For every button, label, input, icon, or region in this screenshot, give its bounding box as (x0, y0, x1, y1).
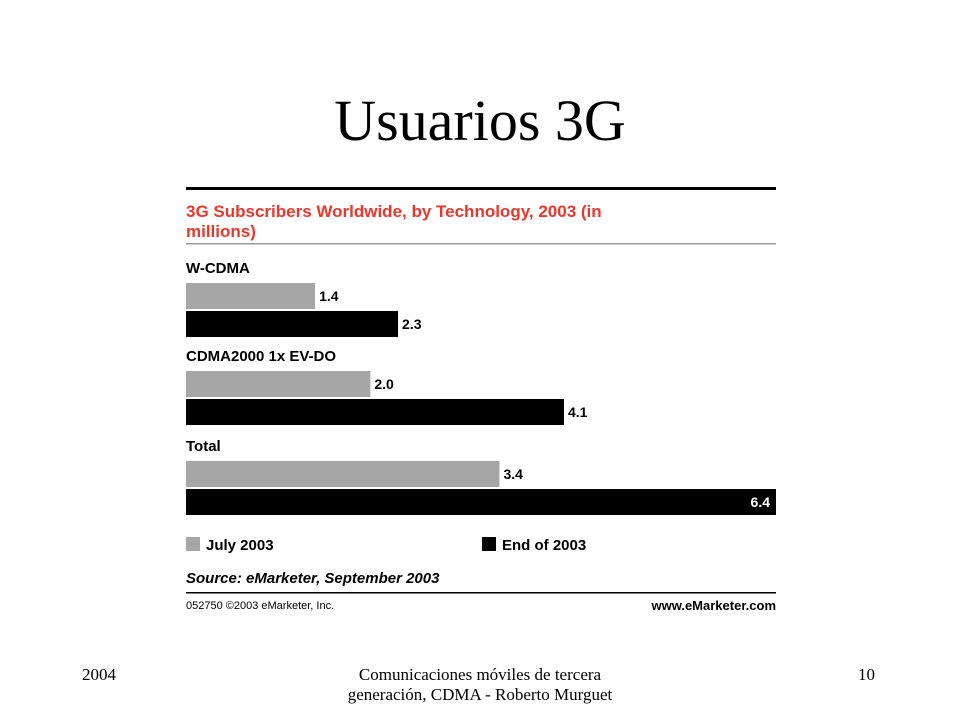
bar-july-2003 (186, 461, 500, 487)
chart-bottom-rule (186, 592, 776, 594)
data-label: 3.4 (503, 466, 523, 482)
chart-source: Source: eMarketer, September 2003 (186, 570, 440, 587)
data-label: 1.4 (319, 288, 339, 304)
legend-swatch-july-2003 (186, 537, 200, 551)
bar-end-of-2003 (186, 311, 399, 337)
chart-top-rule (186, 187, 776, 190)
chart-website: www.eMarketer.com (650, 598, 776, 613)
chart-figure: 3G Subscribers Worldwide, by Technology,… (180, 183, 780, 615)
chart-title-line: 3G Subscribers Worldwide, by Technology,… (186, 202, 602, 221)
chart-title-rule (186, 243, 776, 245)
data-label: 6.4 (751, 494, 771, 510)
slide-title: Usuarios 3G (334, 88, 626, 153)
chart-title-line: millions) (186, 222, 256, 241)
category-label: W-CDMA (186, 260, 250, 277)
footer-page-number: 10 (858, 665, 875, 684)
legend-label-end-of-2003: End of 2003 (502, 537, 586, 554)
data-label: 2.3 (402, 316, 422, 332)
footer-year: 2004 (82, 665, 116, 684)
bar-july-2003 (186, 371, 371, 397)
category-label: Total (186, 438, 221, 455)
chart-svg: 3G Subscribers Worldwide, by Technology,… (186, 187, 776, 613)
data-label: 4.1 (568, 404, 588, 420)
footer-caption: Comunicaciones móviles de tercera genera… (347, 665, 613, 705)
chart-code: 052750 ©2003 eMarketer, Inc. (186, 600, 334, 612)
bar-end-of-2003 (186, 399, 564, 425)
legend-label-july-2003: July 2003 (206, 537, 274, 554)
bar-end-of-2003 (186, 489, 776, 515)
data-label: 2.0 (374, 376, 394, 392)
legend-swatch-end-of-2003 (482, 537, 496, 551)
category-label: CDMA2000 1x EV-DO (186, 348, 336, 365)
bar-july-2003 (186, 283, 316, 309)
